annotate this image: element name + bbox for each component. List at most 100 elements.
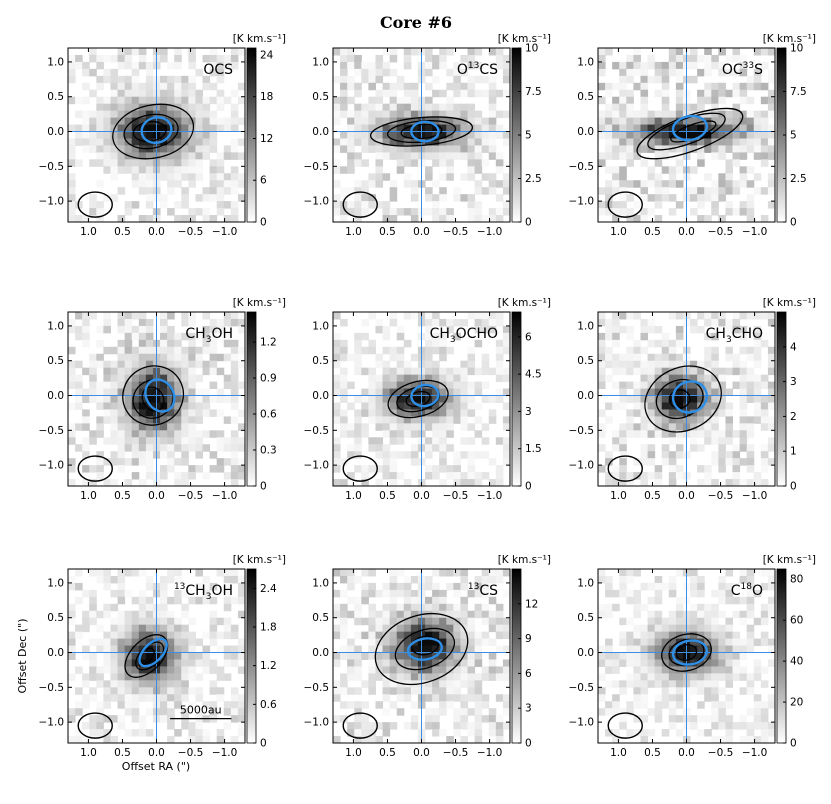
intensity-pixel: [654, 402, 663, 410]
intensity-pixel: [760, 131, 769, 139]
intensity-pixel: [347, 652, 355, 660]
intensity-pixel: [124, 680, 133, 688]
y-tick-label: −1.0: [569, 717, 595, 729]
intensity-pixel: [633, 638, 641, 647]
x-tick-label: −1.0: [742, 490, 768, 502]
intensity-pixel: [425, 715, 433, 723]
intensity-pixel: [347, 159, 355, 167]
intensity-pixel: [96, 180, 104, 188]
intensity-pixel: [110, 110, 119, 119]
intensity-pixel: [96, 680, 104, 688]
x-tick-label: −1.0: [477, 226, 503, 238]
intensity-pixel: [333, 715, 341, 723]
x-tick-label: 0.0: [678, 747, 695, 759]
intensity-pixel: [230, 652, 239, 660]
intensity-pixel: [361, 722, 369, 730]
intensity-pixel: [697, 388, 705, 397]
intensity-pixel: [96, 96, 104, 105]
intensity-pixel: [725, 666, 734, 674]
intensity-pixel: [675, 353, 684, 362]
intensity-pixel: [354, 596, 362, 605]
intensity-pixel: [746, 180, 755, 188]
intensity-pixel: [361, 124, 369, 133]
intensity-pixel: [704, 82, 712, 91]
intensity-pixel: [605, 152, 613, 160]
intensity-pixel: [605, 89, 613, 98]
y-tick-label: −0.5: [569, 425, 595, 437]
intensity-pixel: [375, 645, 384, 654]
panel-plot-area: [333, 569, 510, 743]
intensity-pixel: [495, 346, 504, 355]
intensity-pixel: [725, 659, 734, 667]
intensity-pixel: [131, 680, 140, 688]
intensity-pixel: [368, 673, 376, 681]
intensity-pixel: [495, 131, 504, 139]
intensity-pixel: [739, 610, 748, 619]
intensity-pixel: [160, 603, 168, 612]
intensity-pixel: [661, 694, 670, 702]
intensity-pixel: [138, 61, 147, 70]
intensity-pixel: [82, 138, 90, 146]
intensity-pixel: [117, 75, 126, 84]
intensity-pixel: [230, 360, 239, 369]
intensity-pixel: [439, 194, 447, 202]
intensity-pixel: [661, 687, 670, 695]
intensity-pixel: [124, 638, 133, 647]
intensity-pixel: [68, 145, 76, 153]
intensity-pixel: [640, 117, 649, 126]
intensity-pixel: [432, 694, 440, 702]
intensity-pixel: [354, 180, 362, 188]
intensity-pixel: [481, 575, 490, 584]
intensity-pixel: [216, 430, 225, 438]
intensity-pixel: [375, 673, 384, 681]
intensity-pixel: [675, 332, 684, 341]
intensity-pixel: [495, 208, 504, 216]
intensity-pixel: [131, 458, 140, 466]
intensity-pixel: [333, 138, 341, 146]
intensity-pixel: [138, 596, 147, 605]
intensity-pixel: [181, 194, 189, 202]
intensity-pixel: [460, 360, 469, 369]
intensity-pixel: [612, 701, 620, 709]
intensity-pixel: [160, 145, 168, 153]
intensity-pixel: [488, 722, 497, 730]
intensity-pixel: [223, 374, 232, 383]
intensity-pixel: [647, 117, 656, 126]
intensity-pixel: [495, 465, 504, 473]
intensity-pixel: [223, 173, 232, 181]
intensity-pixel: [446, 346, 454, 355]
intensity-pixel: [739, 124, 748, 133]
intensity-pixel: [209, 381, 218, 390]
intensity-pixel: [110, 388, 119, 397]
intensity-pixel: [403, 430, 412, 438]
intensity-pixel: [181, 610, 189, 619]
intensity-pixel: [96, 423, 104, 431]
intensity-pixel: [767, 701, 775, 709]
intensity-pixel: [223, 631, 232, 640]
intensity-pixel: [202, 701, 211, 709]
intensity-pixel: [82, 117, 90, 126]
intensity-pixel: [131, 332, 140, 341]
intensity-pixel: [619, 325, 627, 334]
intensity-pixel: [697, 729, 705, 737]
intensity-pixel: [481, 603, 490, 612]
intensity-pixel: [697, 479, 705, 486]
intensity-pixel: [117, 215, 126, 222]
intensity-pixel: [181, 631, 189, 640]
intensity-pixel: [619, 659, 627, 667]
intensity-pixel: [704, 610, 712, 619]
intensity-pixel: [495, 374, 504, 383]
colorbar-tick-label: 18: [260, 91, 273, 103]
colorbar-tick-label: 24: [260, 49, 274, 61]
intensity-pixel: [131, 325, 140, 334]
intensity-pixel: [333, 409, 341, 417]
intensity-pixel: [237, 346, 245, 355]
intensity-pixel: [145, 645, 154, 654]
intensity-pixel: [425, 194, 433, 202]
intensity-pixel: [605, 124, 613, 133]
intensity-pixel: [347, 575, 355, 584]
intensity-pixel: [661, 631, 670, 640]
beam-ellipse: [607, 191, 643, 218]
intensity-pixel: [626, 208, 634, 216]
intensity-pixel: [661, 180, 670, 188]
